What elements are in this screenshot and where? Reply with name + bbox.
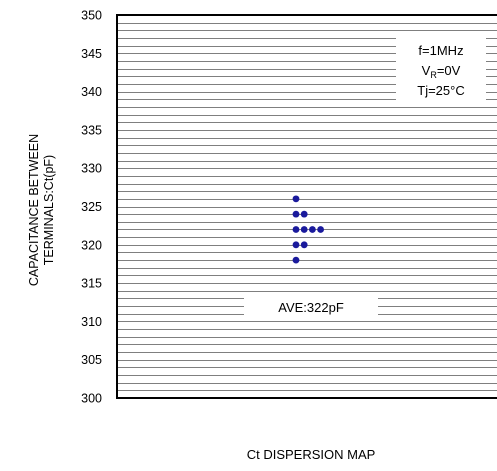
y-tick-label: 325 xyxy=(81,200,102,214)
y-tick-label: 345 xyxy=(81,47,102,61)
y-tick-label: 335 xyxy=(81,123,102,137)
data-point xyxy=(300,226,308,233)
average-background xyxy=(244,296,378,318)
data-point xyxy=(309,226,316,233)
data-point xyxy=(292,226,300,233)
plot-frame xyxy=(116,14,497,399)
data-point xyxy=(300,241,308,249)
y-tick-label: 320 xyxy=(81,238,102,252)
y-tick-label: 300 xyxy=(81,392,102,406)
y-tick-label: 330 xyxy=(81,162,102,176)
data-point xyxy=(292,195,300,203)
condition-temperature: Tj=25°C xyxy=(417,83,464,98)
data-point xyxy=(300,210,308,218)
data-point xyxy=(292,210,300,218)
data-point xyxy=(317,226,324,233)
y-axis-label: CAPACITANCE BETWEEN TERMINALS:Ct(pF) xyxy=(27,134,56,286)
y-tick-labels: 300 305 310 315 320 325 330 335 340 345 350 xyxy=(81,9,102,406)
x-axis-label: Ct DISPERSION MAP xyxy=(247,447,376,462)
condition-voltage: VR=0V xyxy=(422,63,461,80)
y-tick-label: 310 xyxy=(81,315,102,329)
conditions-box: f=1MHz VR=0V Tj=25°C xyxy=(396,38,486,100)
average-box: AVE:322pF xyxy=(244,296,378,318)
y-axis-label-line2: TERMINALS:Ct(pF) xyxy=(42,155,56,265)
y-axis-label-line1: CAPACITANCE BETWEEN xyxy=(27,134,41,286)
condition-frequency: f=1MHz xyxy=(418,43,463,58)
y-tick-label: 350 xyxy=(81,9,102,23)
conditions-background xyxy=(396,38,486,100)
y-tick-label: 315 xyxy=(81,277,102,291)
y-tick-label: 305 xyxy=(81,353,102,367)
data-point xyxy=(292,241,300,249)
data-point xyxy=(292,256,300,264)
average-label: AVE:322pF xyxy=(278,300,344,315)
y-tick-label: 340 xyxy=(81,85,102,99)
data-points xyxy=(292,195,324,264)
